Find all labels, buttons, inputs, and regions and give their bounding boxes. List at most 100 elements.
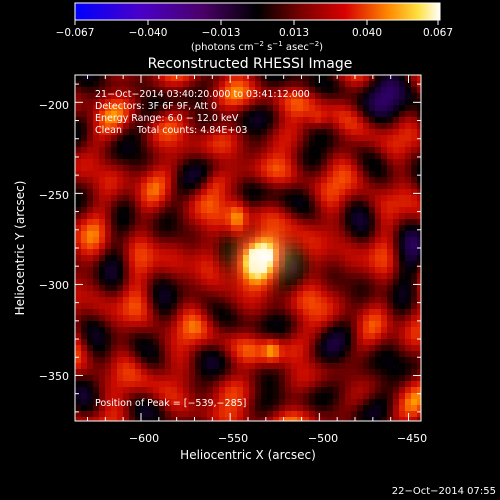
heatmap-cell: [231, 117, 237, 123]
heatmap-cell: [321, 417, 327, 421]
heatmap-cell: [93, 279, 99, 285]
heatmap-cell: [165, 99, 171, 105]
heatmap-cell: [321, 369, 327, 375]
heatmap-cell: [201, 141, 207, 147]
heatmap-cell: [291, 99, 297, 105]
heatmap-cell: [309, 153, 315, 159]
heatmap-cell: [225, 153, 231, 159]
heatmap-cell: [165, 87, 171, 93]
heatmap-cell: [357, 381, 363, 387]
heatmap-cell: [213, 213, 219, 219]
heatmap-cell: [183, 387, 189, 393]
heatmap-cell: [213, 303, 219, 309]
heatmap-cell: [219, 93, 225, 99]
heatmap-cell: [303, 291, 309, 297]
heatmap-cell: [177, 309, 183, 315]
heatmap-cell: [351, 417, 357, 421]
heatmap-cell: [213, 135, 219, 141]
heatmap-cell: [111, 411, 117, 417]
heatmap-cell: [111, 243, 117, 249]
heatmap-cell: [411, 243, 417, 249]
heatmap-cell: [117, 399, 123, 405]
heatmap-cell: [291, 345, 297, 351]
heatmap-cell: [87, 237, 93, 243]
heatmap-cell: [183, 171, 189, 177]
heatmap-cell: [279, 75, 285, 81]
heatmap-cell: [273, 135, 279, 141]
heatmap-cell: [93, 363, 99, 369]
heatmap-cell: [369, 129, 375, 135]
heatmap-cell: [183, 159, 189, 165]
heatmap-cell: [249, 147, 255, 153]
heatmap-cell: [381, 297, 387, 303]
heatmap-cell: [225, 111, 231, 117]
heatmap-cell: [405, 165, 411, 171]
heatmap-cell: [129, 393, 135, 399]
heatmap-cell: [375, 237, 381, 243]
heatmap-cell: [189, 345, 195, 351]
heatmap-cell: [339, 273, 345, 279]
heatmap-cell: [147, 81, 153, 87]
heatmap-cell: [327, 321, 333, 327]
heatmap-cell: [279, 315, 285, 321]
heatmap-cell: [303, 375, 309, 381]
heatmap-cell: [339, 339, 345, 345]
heatmap-cell: [153, 123, 159, 129]
heatmap-cell: [411, 171, 417, 177]
heatmap-cell: [291, 297, 297, 303]
heatmap-cell: [129, 333, 135, 339]
heatmap-cell: [207, 369, 213, 375]
heatmap-cell: [267, 117, 273, 123]
heatmap-cell: [297, 351, 303, 357]
heatmap-cell: [195, 237, 201, 243]
heatmap-cell: [327, 309, 333, 315]
heatmap-cell: [381, 399, 387, 405]
heatmap-cell: [129, 363, 135, 369]
heatmap-cell: [123, 201, 129, 207]
heatmap-cell: [387, 339, 393, 345]
heatmap-cell: [165, 321, 171, 327]
heatmap-cell: [249, 183, 255, 189]
heatmap-cell: [339, 213, 345, 219]
heatmap-cell: [243, 135, 249, 141]
heatmap-cell: [285, 339, 291, 345]
heatmap-cell: [177, 201, 183, 207]
heatmap-cell: [399, 327, 405, 333]
heatmap-cell: [123, 345, 129, 351]
heatmap-cell: [261, 327, 267, 333]
heatmap-cell: [387, 303, 393, 309]
info-line-energy: Energy Range: 6.0 − 12.0 keV: [95, 113, 239, 124]
heatmap-cell: [339, 171, 345, 177]
heatmap-cell: [363, 93, 369, 99]
heatmap-cell: [147, 411, 153, 417]
heatmap-cell: [297, 123, 303, 129]
heatmap-cell: [357, 327, 363, 333]
heatmap-cell: [321, 351, 327, 357]
heatmap-cell: [297, 99, 303, 105]
heatmap-cell: [351, 81, 357, 87]
heatmap-cell: [237, 213, 243, 219]
heatmap-cell: [369, 357, 375, 363]
heatmap-cell: [135, 261, 141, 267]
heatmap-cell: [165, 183, 171, 189]
heatmap-cell: [231, 99, 237, 105]
heatmap-cell: [333, 267, 339, 273]
heatmap-cell: [141, 327, 147, 333]
heatmap-cell: [339, 399, 345, 405]
heatmap-cell: [375, 381, 381, 387]
heatmap-cell: [123, 117, 129, 123]
heatmap-cell: [417, 411, 421, 417]
heatmap-cell: [135, 303, 141, 309]
heatmap-cell: [105, 135, 111, 141]
heatmap-cell: [177, 135, 183, 141]
heatmap-cell: [417, 123, 421, 129]
heatmap-cell: [303, 381, 309, 387]
heatmap-cell: [237, 369, 243, 375]
heatmap-cell: [405, 249, 411, 255]
heatmap-cell: [111, 339, 117, 345]
heatmap-cell: [201, 339, 207, 345]
heatmap-cell: [171, 351, 177, 357]
heatmap-cell: [291, 87, 297, 93]
heatmap-cell: [81, 147, 87, 153]
heatmap-cell: [177, 177, 183, 183]
